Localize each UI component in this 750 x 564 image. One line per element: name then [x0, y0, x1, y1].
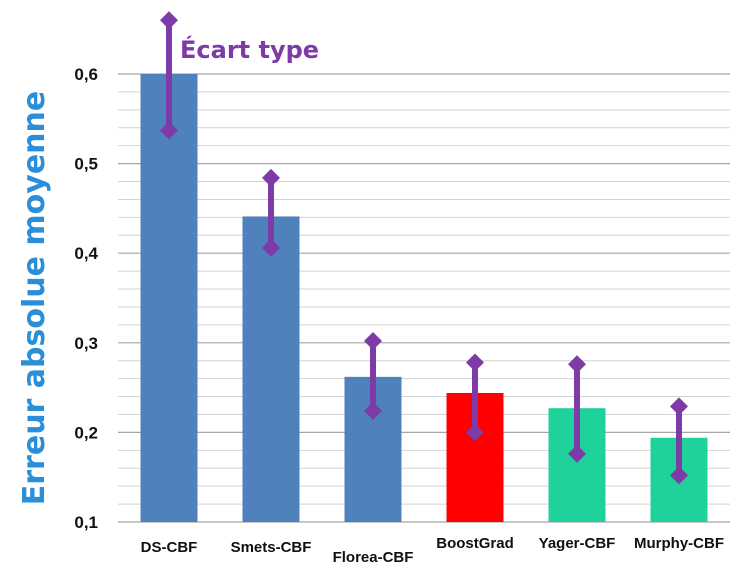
bar — [242, 216, 300, 523]
category-label: DS-CBF — [141, 539, 198, 556]
y-tick-label: 0,1 — [74, 513, 98, 532]
category-label: Florea-CBF — [333, 549, 414, 564]
bar — [140, 74, 198, 522]
error-bar-marker — [262, 168, 280, 187]
error-bar — [262, 168, 280, 257]
category-labels: DS-CBF Smets-CBF Florea-CBF BoostGrad Yager-… — [141, 535, 724, 564]
error-bar — [568, 355, 586, 463]
y-tick-labels: 0,1 0,2 0,3 0,4 0,5 0,6 — [74, 65, 98, 532]
error-bar-marker — [364, 401, 382, 420]
error-bar-marker — [568, 444, 586, 463]
error-bar-marker — [670, 466, 688, 485]
y-tick-label: 0,6 — [74, 65, 98, 84]
y-tick-label: 0,5 — [74, 155, 98, 174]
category-label: Smets-CBF — [231, 539, 312, 556]
error-bar-marker — [364, 332, 382, 351]
error-bar — [160, 11, 178, 140]
error-bar-marker — [568, 355, 586, 374]
error-bar-marker — [160, 121, 178, 140]
error-bar-annotation: Écart type — [180, 35, 319, 64]
error-bar-marker — [160, 11, 178, 30]
y-tick-label: 0,4 — [74, 244, 98, 263]
error-bar-marker — [466, 353, 484, 372]
bars — [140, 74, 708, 523]
error-bars — [160, 11, 688, 485]
gridlines — [118, 73, 730, 523]
category-label: Murphy-CBF — [634, 535, 724, 552]
category-label: BoostGrad — [436, 535, 514, 552]
error-bar — [466, 353, 484, 442]
error-bar-marker — [670, 397, 688, 416]
error-bar — [364, 332, 382, 420]
y-tick-label: 0,2 — [74, 423, 98, 442]
category-label: Yager-CBF — [539, 535, 616, 552]
y-axis-label: Erreur absolue moyenne — [17, 91, 52, 505]
error-bar-marker — [466, 423, 484, 442]
error-bar-marker — [262, 238, 280, 257]
y-tick-label: 0,3 — [74, 334, 98, 353]
error-bar — [670, 397, 688, 485]
